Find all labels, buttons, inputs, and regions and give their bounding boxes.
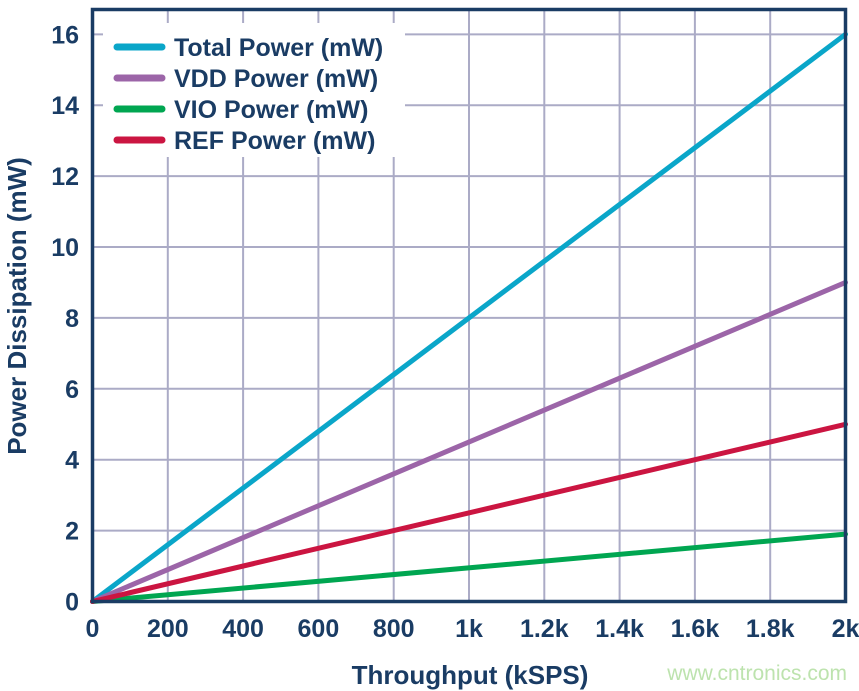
y-tick-label: 6: [65, 376, 79, 404]
x-tick-label: 1.4k: [595, 615, 644, 643]
x-tick-label: 1k: [455, 615, 483, 643]
x-tick-label: 1.6k: [671, 615, 720, 643]
x-tick-label: 1.8k: [746, 615, 795, 643]
y-tick-label: 14: [51, 92, 79, 120]
x-tick-label: 200: [147, 615, 189, 643]
x-tick-label: 600: [298, 615, 340, 643]
series-line-vdd-power-mw: [90, 279, 848, 604]
y-tick-label: 2: [65, 518, 79, 546]
y-tick-label: 4: [65, 447, 79, 475]
x-tick-label: 800: [373, 615, 415, 643]
y-tick-label: 12: [51, 163, 79, 191]
y-tick-label: 8: [65, 305, 79, 333]
series-line-total-power-mw: [90, 31, 848, 604]
x-axis-title: Throughput (kSPS): [352, 660, 589, 690]
series-line-vio-power-mw: [90, 531, 848, 604]
x-tick-label: 0: [86, 615, 100, 643]
plot-border: [90, 7, 848, 604]
watermark: www.cntronics.com: [666, 662, 847, 685]
y-tick-label: 16: [51, 21, 79, 49]
y-tick-label: 10: [51, 234, 79, 262]
x-tick-label: 1.2k: [520, 615, 569, 643]
legend-label: REF Power (mW): [174, 127, 375, 155]
y-axis-title: Power Dissipation (mW): [2, 157, 32, 455]
series-line-ref-power-mw: [90, 421, 848, 604]
legend-label: VDD Power (mW): [174, 65, 378, 93]
x-tick-label: 400: [222, 615, 264, 643]
legend: Total Power (mW) VDD Power (mW) VIO Power …: [103, 23, 405, 157]
y-tick-label: 0: [65, 589, 79, 617]
legend-label: VIO Power (mW): [174, 96, 368, 124]
x-tick-label: 2k: [832, 615, 859, 643]
legend-label: Total Power (mW): [174, 34, 383, 62]
